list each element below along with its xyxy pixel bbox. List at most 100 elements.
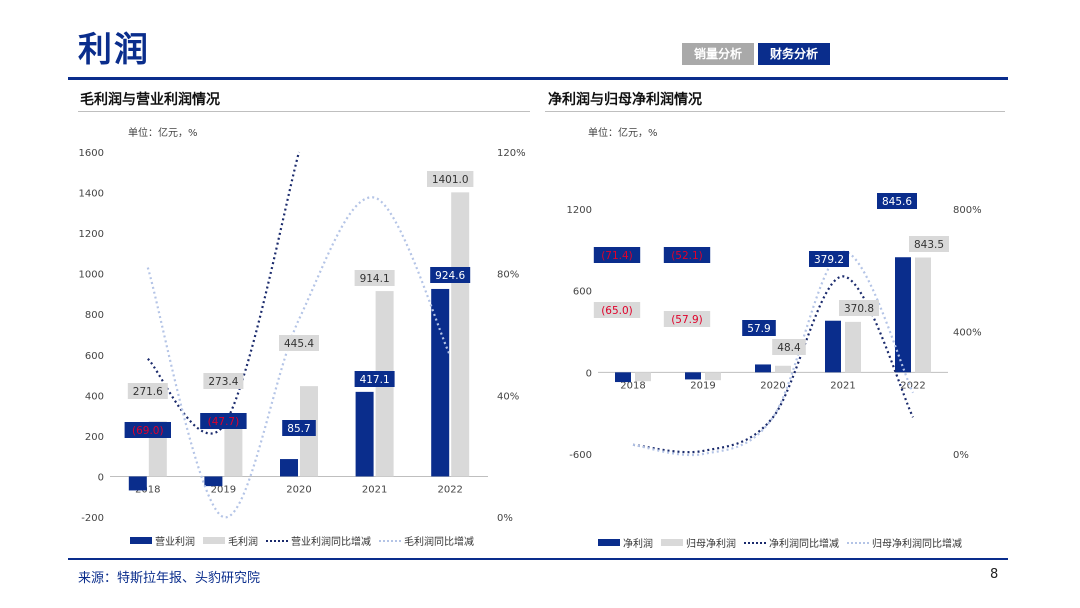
bar-secondary <box>705 372 721 381</box>
data-label: 48.4 <box>777 342 801 354</box>
data-label-box <box>282 420 316 436</box>
legend-item: 净利润同比增减 <box>744 535 839 550</box>
y-left-tick-label: 1200 <box>79 229 104 240</box>
y-left-tick-label: 200 <box>85 432 104 443</box>
data-label-box <box>909 236 949 252</box>
data-label-box <box>663 311 711 327</box>
tab-sales-analysis[interactable]: 销量分析 <box>682 43 754 65</box>
bar-primary <box>615 372 631 383</box>
data-label: 845.6 <box>882 196 912 208</box>
data-label-box <box>427 171 474 187</box>
left-title-underline <box>78 111 530 112</box>
y-right-tick-label: 800% <box>953 205 982 216</box>
footer-divider <box>68 558 1008 560</box>
legend-item: 营业利润同比增减 <box>266 533 371 548</box>
legend-swatch-bar <box>598 539 620 546</box>
data-label: (57.9) <box>671 314 703 326</box>
bar-secondary <box>451 192 470 477</box>
data-label-box <box>124 422 171 438</box>
y-right-tick-label: 0% <box>953 450 969 461</box>
legend-label: 净利润同比增减 <box>769 539 839 550</box>
data-label-box <box>279 335 319 351</box>
data-label: 914.1 <box>360 273 390 285</box>
legend-label: 归母净利润同比增减 <box>872 539 962 550</box>
bar-primary <box>204 476 223 487</box>
legend-swatch-bar <box>661 539 683 546</box>
legend-label: 营业利润同比增减 <box>291 537 371 548</box>
bar-secondary <box>915 257 931 373</box>
legend-swatch-bar <box>130 537 152 544</box>
legend-item: 营业利润 <box>130 533 195 548</box>
y-left-tick-label: 800 <box>85 310 104 321</box>
bar-secondary <box>775 365 791 373</box>
legend-item: 毛利润同比增减 <box>379 533 474 548</box>
series-line-dark <box>147 151 301 435</box>
x-tick-label: 2018 <box>135 484 160 495</box>
header-divider <box>68 77 1008 80</box>
data-label: (71.4) <box>601 250 633 262</box>
y-left-tick-label: -200 <box>81 513 104 524</box>
legend-item: 净利润 <box>598 535 653 550</box>
legend-swatch-line <box>847 541 869 544</box>
source-note: 来源：特斯拉年报、头豹研究院 <box>78 571 261 586</box>
bar-primary <box>355 391 374 477</box>
data-label-box <box>127 383 168 399</box>
data-label-box <box>593 302 641 318</box>
x-tick-label: 2019 <box>211 484 236 495</box>
bar-secondary <box>635 372 651 382</box>
data-label: (52.1) <box>671 250 703 262</box>
data-label-box <box>839 300 879 316</box>
x-tick-label: 2020 <box>286 484 311 495</box>
data-label: 417.1 <box>360 374 390 386</box>
bar-primary <box>128 476 147 491</box>
x-tick-label: 2019 <box>690 380 715 391</box>
y-left-tick-label: 1400 <box>79 189 104 200</box>
x-tick-label: 2018 <box>620 380 645 391</box>
page-title: 利润 <box>78 30 150 70</box>
data-label: 1401.0 <box>432 174 469 186</box>
legend-item: 归母净利润同比增减 <box>847 535 962 550</box>
legend-label: 营业利润 <box>155 537 195 548</box>
left-unit-label: 单位：亿元，% <box>128 128 198 139</box>
y-left-tick-label: 0 <box>98 472 104 483</box>
right-unit-label: 单位：亿元，% <box>588 128 658 139</box>
legend-item: 归母净利润 <box>661 535 736 550</box>
bar-primary <box>755 364 771 373</box>
legend-item: 毛利润 <box>203 533 258 548</box>
data-label-box <box>742 320 776 336</box>
data-label: 370.8 <box>844 303 874 315</box>
legend-swatch-line <box>379 539 401 542</box>
page-number: 8 <box>990 567 999 582</box>
data-label: (47.7) <box>208 416 240 428</box>
data-label: 273.4 <box>208 376 238 388</box>
data-label: 85.7 <box>287 423 310 435</box>
data-label-box <box>772 339 806 355</box>
tab-financial-analysis[interactable]: 财务分析 <box>758 43 830 65</box>
bar-primary <box>431 288 450 477</box>
y-right-tick-label: 40% <box>497 391 519 402</box>
right-legend: 净利润 归母净利润 净利润同比增减 归母净利润同比增减 <box>598 535 970 550</box>
y-left-tick-label: -600 <box>569 450 592 461</box>
data-label: 57.9 <box>747 323 770 335</box>
data-label: (65.0) <box>601 305 633 317</box>
right-title-underline <box>545 111 1005 112</box>
bar-secondary <box>224 421 243 477</box>
data-label-box <box>877 193 917 209</box>
data-label: 271.6 <box>133 386 163 398</box>
y-left-tick-label: 1600 <box>79 148 104 159</box>
data-label: 379.2 <box>814 254 844 266</box>
x-tick-label: 2021 <box>830 380 855 391</box>
data-label-box <box>354 371 395 387</box>
x-tick-label: 2022 <box>900 380 925 391</box>
data-label: 924.6 <box>435 270 465 282</box>
series-line-light <box>146 196 452 519</box>
data-label: 445.4 <box>284 338 314 350</box>
y-left-tick-label: 600 <box>573 287 592 298</box>
bar-primary <box>895 257 911 373</box>
series-line-light <box>632 250 914 457</box>
legend-label: 净利润 <box>623 539 653 550</box>
legend-label: 毛利润 <box>228 537 258 548</box>
bar-primary <box>685 372 701 380</box>
right-chart-title: 净利润与归母净利润情况 <box>548 92 702 108</box>
